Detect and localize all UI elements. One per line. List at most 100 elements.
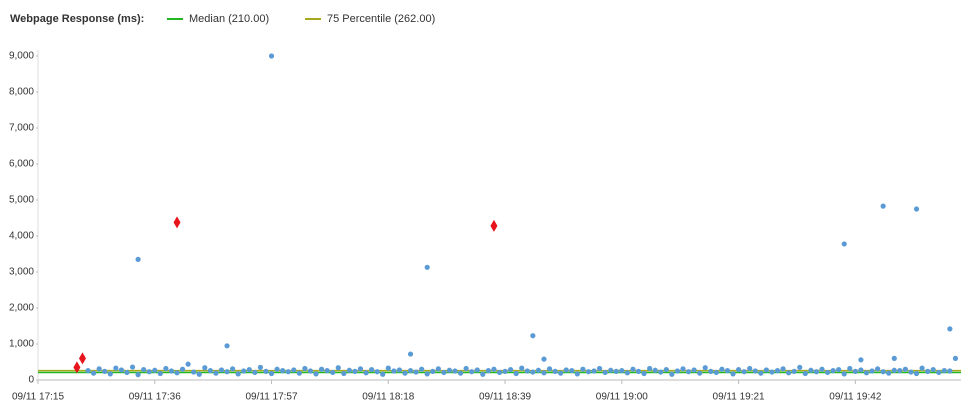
data-point <box>880 203 886 209</box>
data-point <box>747 365 753 372</box>
data-point <box>658 369 664 375</box>
data-point <box>880 369 886 375</box>
y-tick-label: 0 <box>28 375 34 386</box>
data-point <box>669 371 675 377</box>
data-point <box>902 366 908 372</box>
data-point <box>380 371 386 377</box>
data-point <box>96 366 102 372</box>
data-point <box>552 368 558 374</box>
data-point <box>335 365 341 371</box>
data-point <box>596 365 603 372</box>
data-point <box>413 369 419 375</box>
data-point <box>157 370 163 377</box>
data-point <box>741 369 747 375</box>
data-point <box>235 371 241 377</box>
x-tick-label: 09/11 19:42 <box>829 392 882 403</box>
data-point <box>118 367 125 373</box>
legend-label: Median (210.00) <box>189 13 269 25</box>
data-point <box>274 366 280 372</box>
data-point <box>713 369 719 376</box>
data-point <box>580 366 586 372</box>
data-point <box>302 365 308 372</box>
data-point <box>174 370 180 376</box>
y-tick-label: 9,000 <box>9 51 34 62</box>
data-point <box>129 364 136 370</box>
data-point <box>318 366 325 372</box>
data-point <box>107 371 113 377</box>
data-point <box>313 371 319 377</box>
data-point <box>591 368 597 374</box>
data-point <box>446 367 453 373</box>
data-point <box>491 366 497 372</box>
data-point <box>163 365 169 372</box>
chart-title: Webpage Response (ms): <box>10 13 144 25</box>
data-point <box>435 366 441 372</box>
data-point <box>925 368 931 374</box>
data-point <box>146 369 152 375</box>
data-point <box>224 369 230 375</box>
data-point <box>936 369 942 376</box>
data-point <box>941 368 947 374</box>
data-point <box>908 369 914 375</box>
data-point <box>719 366 725 372</box>
data-point <box>330 369 336 376</box>
data-point <box>324 368 330 374</box>
data-point <box>886 370 892 376</box>
data-point <box>952 355 959 361</box>
data-point <box>502 368 508 374</box>
data-point <box>619 368 625 374</box>
x-tick-label: 09/11 18:18 <box>362 392 415 403</box>
data-point <box>252 369 258 376</box>
data-point <box>191 369 197 375</box>
data-point <box>263 368 269 374</box>
data-point <box>530 369 536 375</box>
data-point <box>558 370 564 376</box>
data-point <box>780 366 786 372</box>
data-point <box>891 367 897 373</box>
data-point <box>863 370 870 376</box>
data-point <box>452 368 458 374</box>
data-point <box>78 352 86 365</box>
data-point <box>774 368 781 374</box>
data-point <box>791 368 797 374</box>
data-point <box>858 357 864 363</box>
data-point <box>685 369 692 375</box>
data-point <box>541 370 547 376</box>
data-point <box>463 365 469 372</box>
data-point <box>647 365 653 372</box>
y-tick-label: 8,000 <box>9 87 34 98</box>
data-point <box>680 366 686 372</box>
data-point <box>508 366 514 373</box>
data-point <box>457 370 464 376</box>
data-point <box>724 368 731 374</box>
data-point <box>357 366 364 372</box>
data-point <box>257 364 264 370</box>
data-point <box>797 364 803 370</box>
data-point <box>602 369 608 376</box>
data-point <box>385 365 391 371</box>
data-point <box>391 368 397 374</box>
data-point <box>469 369 475 375</box>
data-point <box>758 370 764 376</box>
data-point <box>430 368 436 374</box>
data-point <box>824 369 831 376</box>
data-point <box>352 368 358 374</box>
data-point <box>847 365 853 372</box>
data-point <box>530 333 536 339</box>
data-point <box>674 368 681 374</box>
data-point <box>141 366 147 373</box>
data-point <box>652 367 658 373</box>
x-tick-label: 09/11 18:39 <box>479 392 532 403</box>
data-point <box>947 326 953 332</box>
y-tick-label: 5,000 <box>9 195 34 206</box>
data-point <box>224 343 230 349</box>
data-point <box>113 365 119 371</box>
data-point <box>808 367 814 373</box>
data-point <box>369 366 375 373</box>
data-point <box>802 370 808 377</box>
data-point <box>196 371 202 377</box>
data-point <box>441 369 447 376</box>
data-point <box>786 370 792 376</box>
y-tick-label: 7,000 <box>9 123 34 134</box>
